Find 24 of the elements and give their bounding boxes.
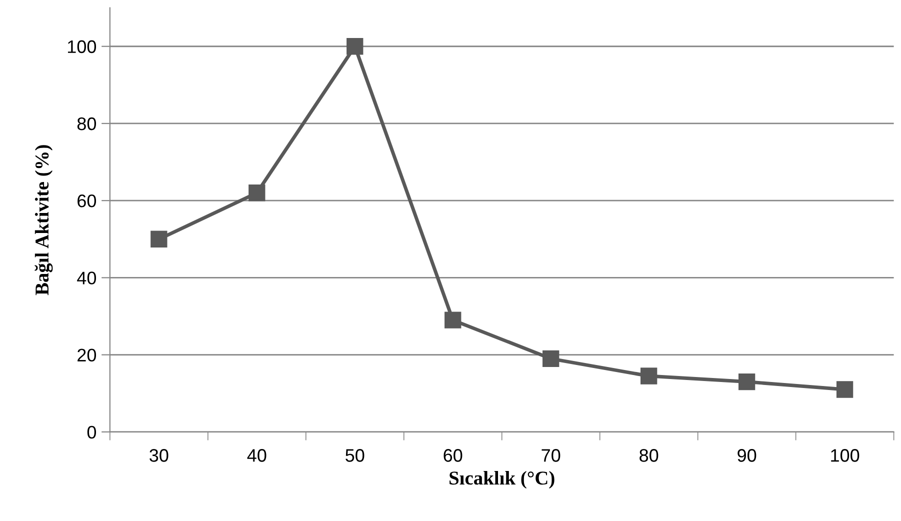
point bbox=[738, 373, 756, 390]
y-tick-label: 40 bbox=[77, 272, 96, 284]
x-tick-label: 100 bbox=[831, 449, 860, 462]
y-tick-label: 80 bbox=[77, 117, 96, 130]
point bbox=[248, 184, 266, 202]
point bbox=[150, 230, 168, 248]
x-tick-label: 30 bbox=[150, 449, 168, 462]
y-tick-label: 0 bbox=[87, 426, 96, 439]
x-tick-label: 40 bbox=[247, 449, 266, 462]
x-tick-label: 50 bbox=[346, 449, 364, 462]
x-tick-label: 60 bbox=[444, 449, 462, 462]
y-tick-label: 100 bbox=[68, 40, 96, 54]
y-tick-label: 20 bbox=[78, 348, 96, 362]
x-tick-label: 90 bbox=[738, 449, 756, 462]
point bbox=[640, 368, 658, 384]
y-tick-label: 60 bbox=[78, 194, 96, 208]
x-axis-title: Sıcaklık (°C) bbox=[450, 470, 554, 489]
x-tick-label: 70 bbox=[542, 449, 560, 462]
x-tick-label: 80 bbox=[640, 449, 658, 462]
point bbox=[542, 350, 560, 367]
point bbox=[836, 381, 854, 398]
y-axis-title: Bağıl Aktivite (%) bbox=[34, 145, 53, 296]
point bbox=[444, 312, 462, 328]
point bbox=[346, 38, 364, 55]
